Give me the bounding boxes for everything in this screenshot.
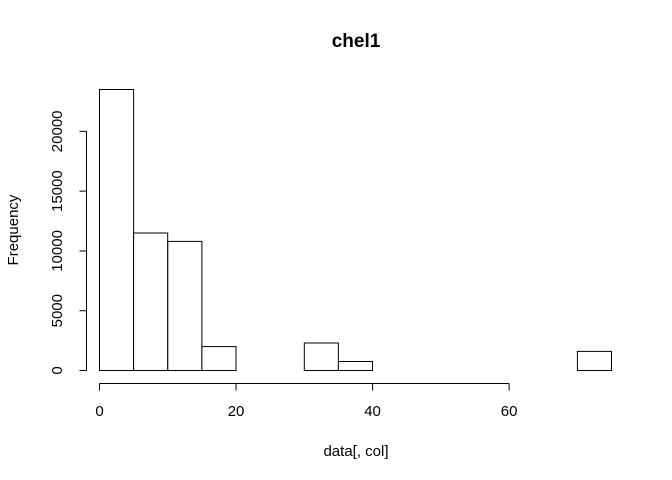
y-axis: 0 5000 10000 15000 20000 [49,110,87,375]
histogram-bar [303,342,339,371]
y-axis-label: Frequency [5,194,22,265]
x-tick-label: 40 [364,403,381,420]
x-tick-label: 60 [501,403,518,420]
y-tick-label: 0 [49,366,66,374]
histogram-bar [99,89,135,371]
x-axis-label: data[, col] [323,443,388,460]
histogram-bar [133,232,169,371]
histogram-bars [99,89,613,372]
histogram-bar [201,346,237,372]
histogram-bar [337,361,373,371]
x-tick-label: 0 [95,403,103,420]
chart-title: chel1 [332,31,381,52]
y-tick-label: 10000 [49,230,66,272]
x-tick-label: 20 [228,403,245,420]
x-axis: 0 20 40 60 [95,383,518,420]
y-tick-label: 15000 [49,170,66,212]
y-tick-label: 20000 [49,110,66,152]
histogram-bar [167,240,203,371]
y-tick-label: 5000 [49,294,66,327]
histogram-bar [576,350,613,371]
